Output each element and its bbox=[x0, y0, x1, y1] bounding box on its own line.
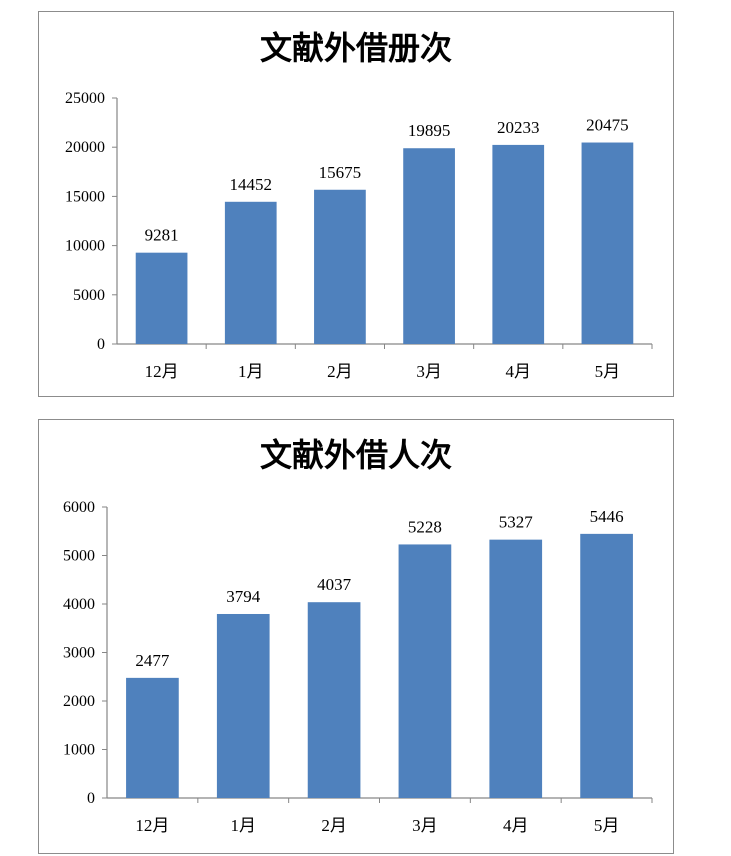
y-tick-label: 6000 bbox=[63, 499, 95, 516]
data-label: 20233 bbox=[497, 118, 540, 137]
y-tick-label: 0 bbox=[97, 336, 105, 353]
data-label: 2477 bbox=[135, 651, 170, 670]
data-label: 19895 bbox=[408, 121, 451, 140]
chart-title: 文献外借册次 bbox=[260, 29, 452, 67]
bar bbox=[216, 613, 270, 798]
x-tick-label: 5月 bbox=[595, 362, 621, 381]
x-tick-label: 4月 bbox=[506, 362, 532, 381]
data-label: 4037 bbox=[317, 575, 352, 594]
data-label: 5228 bbox=[408, 517, 442, 536]
y-tick-label: 15000 bbox=[65, 188, 105, 205]
y-tick-label: 0 bbox=[87, 790, 95, 807]
x-tick-label: 2月 bbox=[327, 362, 353, 381]
x-tick-label: 3月 bbox=[412, 816, 438, 835]
chart-borrow-volumes: 文献外借册次 0 5000 10000 15000 20000 25000 9281 12月 14… bbox=[65, 29, 653, 381]
y-tick-label: 25000 bbox=[65, 90, 105, 107]
bar bbox=[126, 677, 179, 798]
data-label: 5327 bbox=[499, 513, 534, 532]
bar bbox=[307, 602, 361, 798]
y-tick-label: 3000 bbox=[63, 645, 95, 662]
chart-panel-borrow-volumes: 文献外借册次 0 5000 10000 15000 20000 25000 9281 12月 14… bbox=[38, 11, 674, 397]
bar bbox=[489, 539, 543, 798]
chart-title: 文献外借人次 bbox=[260, 436, 452, 474]
bar bbox=[398, 544, 452, 798]
data-label: 14452 bbox=[230, 175, 273, 194]
x-tick-label: 3月 bbox=[416, 362, 442, 381]
chart-borrow-visits: 文献外借人次 0 1000 2000 3000 4000 5000 6000 2477 12月 37… bbox=[63, 436, 653, 835]
x-tick-label: 1月 bbox=[238, 362, 264, 381]
y-tick-label: 20000 bbox=[65, 139, 105, 156]
data-label: 20475 bbox=[586, 116, 629, 135]
bar bbox=[224, 201, 277, 344]
bar bbox=[581, 142, 634, 344]
x-tick-label: 12月 bbox=[135, 816, 169, 835]
bar bbox=[314, 189, 366, 344]
y-tick-label: 2000 bbox=[63, 693, 95, 710]
bar bbox=[580, 533, 633, 798]
y-tick-label: 10000 bbox=[65, 238, 105, 255]
bar bbox=[135, 252, 188, 344]
data-label: 9281 bbox=[145, 226, 179, 245]
chart-panel-borrow-visits: 文献外借人次 0 1000 2000 3000 4000 5000 6000 2477 12月 37… bbox=[38, 419, 674, 854]
data-label: 15675 bbox=[319, 163, 362, 182]
data-label: 5446 bbox=[590, 507, 624, 526]
data-label: 3794 bbox=[226, 587, 261, 606]
x-tick-label: 4月 bbox=[503, 816, 529, 835]
x-tick-label: 2月 bbox=[321, 816, 347, 835]
x-tick-label: 12月 bbox=[145, 362, 179, 381]
x-tick-label: 1月 bbox=[231, 816, 257, 835]
bar bbox=[403, 148, 455, 344]
x-tick-label: 5月 bbox=[594, 816, 620, 835]
y-tick-label: 1000 bbox=[63, 742, 95, 759]
bar bbox=[492, 144, 545, 344]
y-tick-label: 5000 bbox=[73, 287, 105, 304]
y-tick-label: 5000 bbox=[63, 548, 95, 565]
y-tick-label: 4000 bbox=[63, 596, 95, 613]
